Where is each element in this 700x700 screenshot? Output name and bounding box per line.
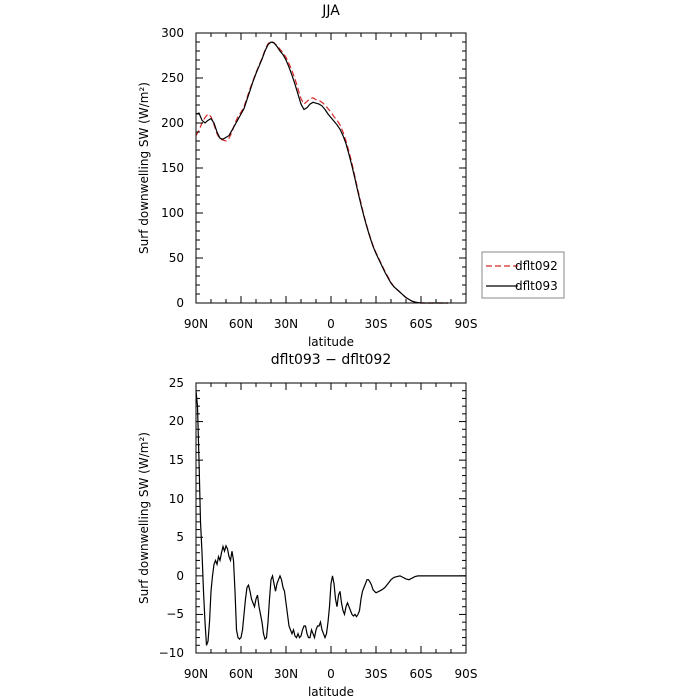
legend-label-dflt093: dflt093 bbox=[515, 279, 558, 293]
legend-box bbox=[481, 251, 565, 299]
bottom-plot-frame bbox=[195, 382, 467, 654]
bottom-x-tick-label: 90N bbox=[184, 667, 208, 681]
top-x-tick-label: 60S bbox=[410, 317, 433, 331]
top-y-axis-label: Surf downwelling SW (W/m²) bbox=[137, 82, 151, 254]
bottom-x-tick-label: 60S bbox=[410, 667, 433, 681]
bottom-y-tick-label: −10 bbox=[159, 646, 184, 660]
top-y-tick-labels: 0 50 100 150 200 250 300 bbox=[161, 26, 184, 310]
bottom-x-tick-label: 30S bbox=[365, 667, 388, 681]
bottom-x-tick-label: 90S bbox=[455, 667, 478, 681]
bottom-plot-area bbox=[195, 390, 466, 646]
top-plot-frame bbox=[195, 32, 467, 304]
bottom-chart-title: dflt093 − dflt092 bbox=[271, 352, 391, 368]
bottom-y-tick-label: 5 bbox=[176, 530, 184, 544]
bottom-x-tick-label: 60N bbox=[229, 667, 253, 681]
top-x-tick-label: 60N bbox=[229, 317, 253, 331]
bottom-panel: dflt093 − dflt092 −10 −5 0 5 10 15 20 25… bbox=[137, 352, 477, 699]
bottom-x-tick-labels: 90N 60N 30N 0 30S 60S 90S bbox=[184, 667, 478, 681]
bottom-y-tick-label: −5 bbox=[166, 607, 184, 621]
bottom-x-tick-label: 0 bbox=[327, 667, 335, 681]
top-plot-area bbox=[195, 40, 448, 304]
legend: dflt092 dflt093 bbox=[481, 251, 565, 299]
top-x-axis-label: latitude bbox=[308, 335, 354, 349]
top-y-tick-label: 100 bbox=[161, 206, 184, 220]
top-y-tick-label: 300 bbox=[161, 26, 184, 40]
top-x-tick-labels: 90N 60N 30N 0 30S 60S 90S bbox=[184, 317, 478, 331]
bottom-y-tick-label: 25 bbox=[169, 376, 184, 390]
top-x-tick-label: 0 bbox=[327, 317, 335, 331]
top-x-tick-label: 90N bbox=[184, 317, 208, 331]
top-y-tick-label: 200 bbox=[161, 116, 184, 130]
bottom-y-tick-label: 0 bbox=[176, 569, 184, 583]
top-chart-title: JJA bbox=[321, 3, 340, 19]
top-y-tick-label: 250 bbox=[161, 71, 184, 85]
bottom-x-tick-label: 30N bbox=[274, 667, 298, 681]
top-y-tick-label: 50 bbox=[169, 251, 184, 265]
bottom-x-axis-label: latitude bbox=[308, 685, 354, 699]
line-dflt092 bbox=[195, 40, 448, 304]
bottom-y-tick-labels: −10 −5 0 5 10 15 20 25 bbox=[159, 376, 184, 660]
top-y-tick-label: 0 bbox=[176, 296, 184, 310]
bottom-axis-ticks bbox=[195, 382, 467, 654]
top-x-tick-label: 30S bbox=[365, 317, 388, 331]
line-dflt093 bbox=[195, 41, 448, 304]
top-x-tick-label: 90S bbox=[455, 317, 478, 331]
line-difference bbox=[195, 390, 466, 646]
top-y-tick-label: 150 bbox=[161, 161, 184, 175]
bottom-y-axis-label: Surf downwelling SW (W/m²) bbox=[137, 432, 151, 604]
bottom-y-tick-label: 10 bbox=[169, 492, 184, 506]
top-panel: JJA 0 50 100 150 200 250 300 90N 60N 30N… bbox=[137, 3, 565, 349]
bottom-y-tick-label: 20 bbox=[169, 414, 184, 428]
legend-label-dflt092: dflt092 bbox=[515, 259, 558, 273]
top-x-tick-label: 30N bbox=[274, 317, 298, 331]
top-axis-ticks bbox=[195, 32, 467, 304]
bottom-y-tick-label: 15 bbox=[169, 453, 184, 467]
